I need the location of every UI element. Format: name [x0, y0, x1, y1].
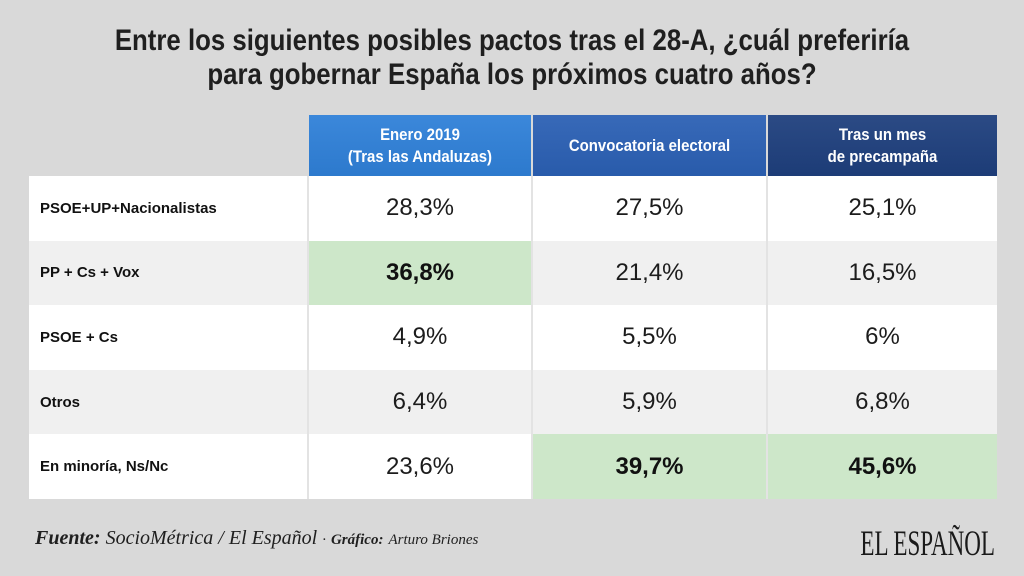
source-label: Fuente:: [35, 527, 101, 549]
brand-logo: EL ESPAÑOL: [860, 523, 995, 563]
credit-text: Arturo Briones: [388, 532, 479, 548]
table-cell: 6,8%: [768, 369, 997, 435]
table-cell: 39,7%: [533, 434, 766, 499]
table-cell: 5,9%: [533, 369, 766, 435]
column-header-line: Tras un mes: [838, 124, 927, 144]
credit-label: Gráfico:: [330, 532, 384, 548]
column-header-line: de precampaña: [827, 146, 938, 166]
row-label: PSOE + Cs: [29, 305, 307, 370]
column-header-line: Convocatoria electoral: [568, 135, 731, 155]
row-label: Otros: [29, 369, 307, 435]
row-label: En minoría, Ns/Nc: [29, 434, 307, 499]
footer-separator: ·: [322, 532, 326, 548]
row-label: PP + Cs + Vox: [29, 240, 307, 306]
source-note: Fuente: SocioMétrica / El Español · Gráf…: [35, 526, 735, 552]
table-row: Otros 6,4% 5,9% 6,8%: [29, 369, 997, 435]
column-header-line: (Tras las Andaluzas): [347, 146, 493, 166]
table-cell: 6,4%: [309, 369, 531, 435]
table-cell: 6%: [768, 305, 997, 370]
table-cell: 23,6%: [309, 434, 531, 499]
table-row: PP + Cs + Vox 36,8% 21,4% 16,5%: [29, 240, 997, 306]
column-header-precampana: Tras un mes de precampaña: [768, 115, 997, 176]
table-cell: 4,9%: [309, 305, 531, 370]
table-row: PSOE+UP+Nacionalistas 28,3% 27,5% 25,1%: [29, 176, 997, 241]
chart-title-line-1: Entre los siguientes posibles pactos tra…: [114, 24, 910, 57]
row-label: PSOE+UP+Nacionalistas: [29, 176, 307, 241]
column-header-enero-2019: Enero 2019 (Tras las Andaluzas): [309, 115, 531, 176]
chart-title-line-2: para gobernar España los próximos cuatro…: [207, 58, 817, 91]
table-cell: 16,5%: [768, 240, 997, 306]
source-text: SocioMétrica / El Español: [105, 527, 318, 549]
chart-title: Entre los siguientes posibles pactos tra…: [0, 24, 1024, 92]
table-cell: 45,6%: [768, 434, 997, 499]
results-table: Enero 2019 (Tras las Andaluzas) Convocat…: [29, 115, 997, 499]
table-cell: 28,3%: [309, 176, 531, 241]
table-cell: 36,8%: [309, 240, 531, 306]
column-header-convocatoria-electoral: Convocatoria electoral: [533, 115, 766, 176]
column-header-line: Enero 2019: [380, 124, 460, 144]
table-cell: 25,1%: [768, 176, 997, 241]
table-cell: 5,5%: [533, 305, 766, 370]
table-cell: 21,4%: [533, 240, 766, 306]
table-row: PSOE + Cs 4,9% 5,5% 6%: [29, 305, 997, 370]
table-row: En minoría, Ns/Nc 23,6% 39,7% 45,6%: [29, 434, 997, 499]
table-cell: 27,5%: [533, 176, 766, 241]
header-corner-empty: [29, 115, 307, 176]
table-header-row: Enero 2019 (Tras las Andaluzas) Convocat…: [29, 115, 997, 176]
